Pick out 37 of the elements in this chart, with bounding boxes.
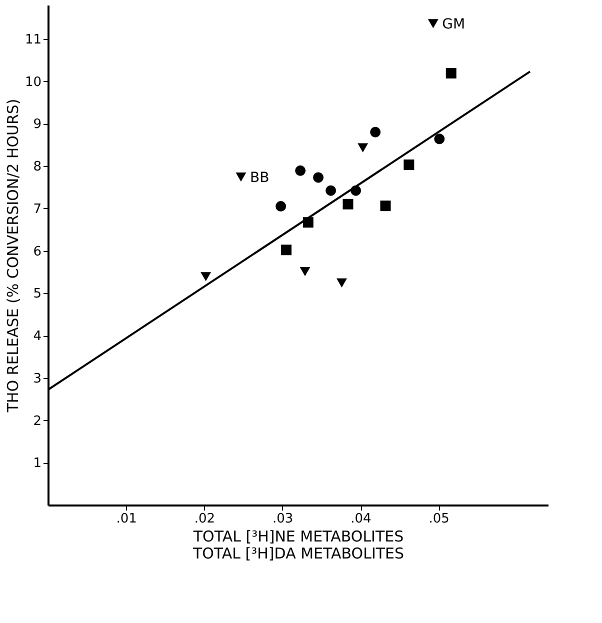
point: [236, 172, 246, 182]
y-tick-label: 4: [33, 329, 42, 344]
y-tick-label: 10: [24, 74, 42, 90]
x-tick-label: .03: [272, 512, 294, 526]
point: [336, 278, 347, 288]
point: [295, 165, 306, 176]
x-tick-label: .05: [428, 512, 450, 526]
point: [281, 244, 292, 256]
y-tick-label: 3: [33, 371, 42, 386]
y-tick-label: 7: [33, 202, 42, 217]
annotation: BB: [250, 170, 270, 186]
point: [326, 185, 336, 196]
point: [370, 126, 381, 138]
x-tick-label: .04: [350, 512, 372, 526]
y-tick-label: 5: [33, 286, 42, 302]
point: [428, 19, 438, 28]
x-tick-label: .02: [194, 512, 216, 526]
point: [300, 266, 310, 276]
y-tick-label: 9: [33, 117, 42, 132]
y-tick-label: 2: [33, 414, 42, 429]
y-tick-label: 8: [33, 160, 42, 175]
point: [276, 201, 286, 212]
y-tick-label: 1: [33, 456, 42, 472]
point: [404, 160, 414, 170]
point: [434, 134, 445, 144]
point: [313, 172, 324, 183]
y-axis-title: THO RELEASE (% CONVERSION/2 HOURS): [4, 98, 22, 414]
annotation: GM: [442, 16, 466, 33]
y-tick-label: 11: [24, 32, 42, 48]
point: [446, 68, 456, 78]
point: [342, 198, 354, 210]
point: [380, 200, 391, 212]
x-axis-title: TOTAL [³H]NE METABOLITES TOTAL [³H]DA METABOLITES: [192, 528, 404, 562]
point: [200, 272, 212, 282]
point: [358, 143, 368, 152]
y-tick-label: 6: [33, 244, 42, 260]
x-tick-label: .01: [116, 512, 137, 526]
